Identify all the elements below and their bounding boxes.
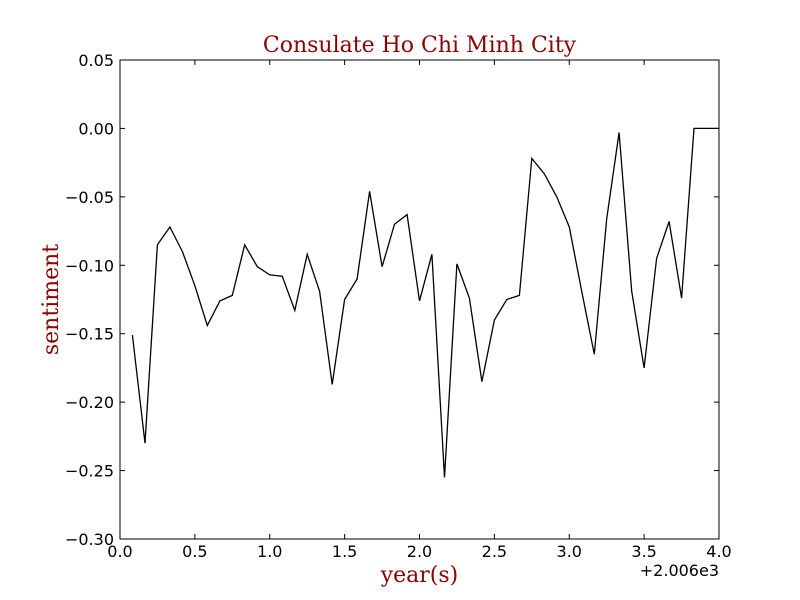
x-tick-label: 4.0 [706,542,731,561]
x-tick-label: 3.5 [631,542,656,561]
x-tick-label: 2.5 [482,542,507,561]
y-tick-label: −0.15 [65,325,114,344]
x-tick-label: 0.5 [182,542,207,561]
y-tick-label: −0.25 [65,462,114,481]
series-line [131,127,719,478]
axis-ticks: 0.0 0.5 1.0 1.5 2.0 2.5 3.0 3.5 4.0 0.05 0.00 −0.05… [65,51,732,561]
x-tick-label: 1.0 [257,542,282,561]
y-tick-label: 0.00 [78,119,114,138]
data-series [131,127,719,478]
y-tick-label: −0.20 [65,393,114,412]
y-tick-label: −0.30 [65,530,114,549]
x-tick-label: 3.0 [557,542,582,561]
x-axis-label: year(s) [380,563,459,588]
x-tick-label: 2.0 [407,542,432,561]
y-axis-label: sentiment [39,244,64,355]
x-axis-offset-label: +2.006e3 [640,561,719,580]
y-tick-label: −0.10 [65,256,114,275]
x-tick-label: 1.5 [332,542,357,561]
y-tick-label: −0.05 [65,188,114,207]
x-tick-label: 0.0 [107,542,132,561]
chart-title: Consulate Ho Chi Minh City [263,33,577,58]
y-tick-label: 0.05 [78,51,114,70]
